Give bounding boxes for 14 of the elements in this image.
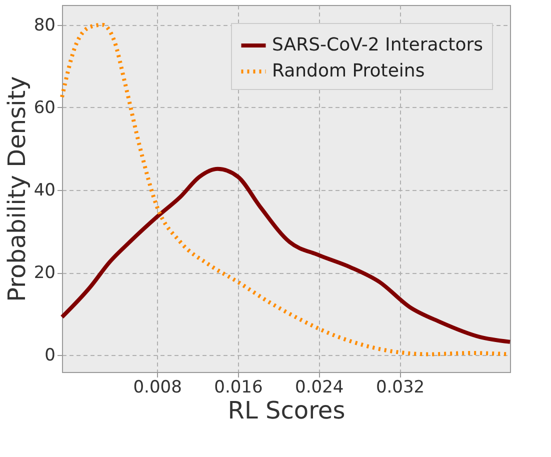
x-axis-title: RL Scores [228,396,346,424]
y-tick-label: 80 [34,15,56,36]
x-tick-label: 0.032 [376,378,425,398]
y-tick-label: 0 [44,346,56,366]
x-tick-label: 0.008 [133,378,182,398]
y-axis-title: Probability Density [2,76,31,302]
y-tick-label: 40 [34,180,56,200]
line-series [60,166,512,344]
legend-label: Random Proteins [272,60,425,82]
y-tick-label: 60 [34,98,56,118]
x-tick-label: 0.024 [295,378,344,398]
y-tick-label: 20 [34,263,56,284]
legend-label: SARS-CoV-2 Interactors [272,34,484,56]
x-tick-label: 0.016 [214,378,263,398]
